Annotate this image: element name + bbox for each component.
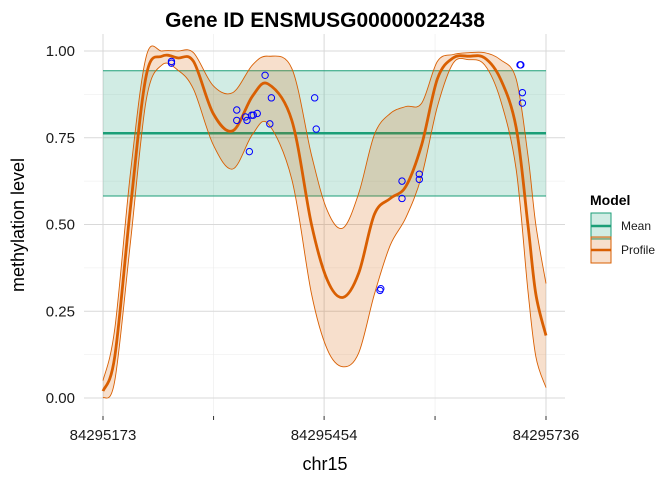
y-axis-ticks: 0.00 0.25 0.50 0.75 1.00 xyxy=(46,43,75,407)
data-points xyxy=(167,57,527,295)
data-point xyxy=(415,170,424,178)
data-point xyxy=(518,88,527,97)
data-point xyxy=(245,147,254,156)
data-point xyxy=(310,94,319,102)
y-tick-label: 0.50 xyxy=(46,217,75,234)
data-point xyxy=(398,194,406,203)
profile-confidence-band xyxy=(103,45,546,399)
legend-label-mean: Mean xyxy=(621,219,651,233)
data-point xyxy=(249,111,257,119)
y-tick-label: 0.75 xyxy=(46,130,75,147)
legend-item-mean: Mean xyxy=(590,212,651,240)
data-point xyxy=(398,177,406,185)
x-axis-ticks: 84295173 84295454 84295736 xyxy=(70,416,580,444)
data-point xyxy=(312,125,320,133)
legend: Model Mean Profile xyxy=(590,192,655,264)
y-tick-label: 1.00 xyxy=(46,43,75,60)
data-point xyxy=(253,109,261,118)
data-point xyxy=(261,71,269,79)
data-point xyxy=(267,94,276,102)
y-tick-label: 0.25 xyxy=(46,303,75,320)
data-point xyxy=(517,61,525,69)
x-axis-title: chr15 xyxy=(302,454,347,474)
data-point xyxy=(233,116,241,125)
data-point xyxy=(266,120,274,128)
data-point xyxy=(167,57,176,66)
y-tick-label: 0.00 xyxy=(46,390,75,407)
chart-title: Gene ID ENSMUSG00000022438 xyxy=(165,9,485,32)
data-point xyxy=(518,99,527,107)
data-point xyxy=(233,106,241,114)
data-point xyxy=(377,284,385,293)
legend-label-profile: Profile xyxy=(621,243,655,257)
legend-title: Model xyxy=(590,192,630,208)
profile-model xyxy=(101,45,548,399)
mean-model xyxy=(103,70,546,197)
profile-upper-line xyxy=(102,45,547,381)
data-point xyxy=(243,116,251,125)
profile-lower-line xyxy=(102,57,547,399)
y-axis-title: methylation level xyxy=(8,158,28,292)
data-point xyxy=(415,175,424,184)
x-tick-label: 84295173 xyxy=(70,427,137,444)
x-tick-label: 84295736 xyxy=(513,427,580,444)
x-tick-label: 84295454 xyxy=(291,427,358,444)
profile-line xyxy=(101,53,548,392)
legend-item-profile: Profile xyxy=(590,236,655,264)
